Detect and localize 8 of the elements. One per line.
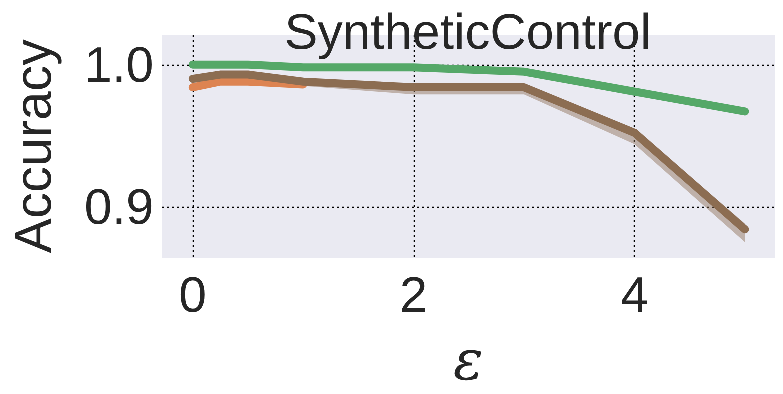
- x-tick-label: 4: [620, 267, 649, 323]
- y-axis-title: Accuracy: [5, 40, 63, 254]
- x-tick-label: 0: [179, 267, 207, 323]
- chart-title: SyntheticControl: [284, 4, 652, 60]
- x-axis-title: ε: [453, 328, 484, 394]
- y-tick-label: 0.9: [84, 178, 154, 235]
- x-tick-label: 2: [400, 267, 428, 323]
- y-tick-label: 1.0: [84, 36, 154, 93]
